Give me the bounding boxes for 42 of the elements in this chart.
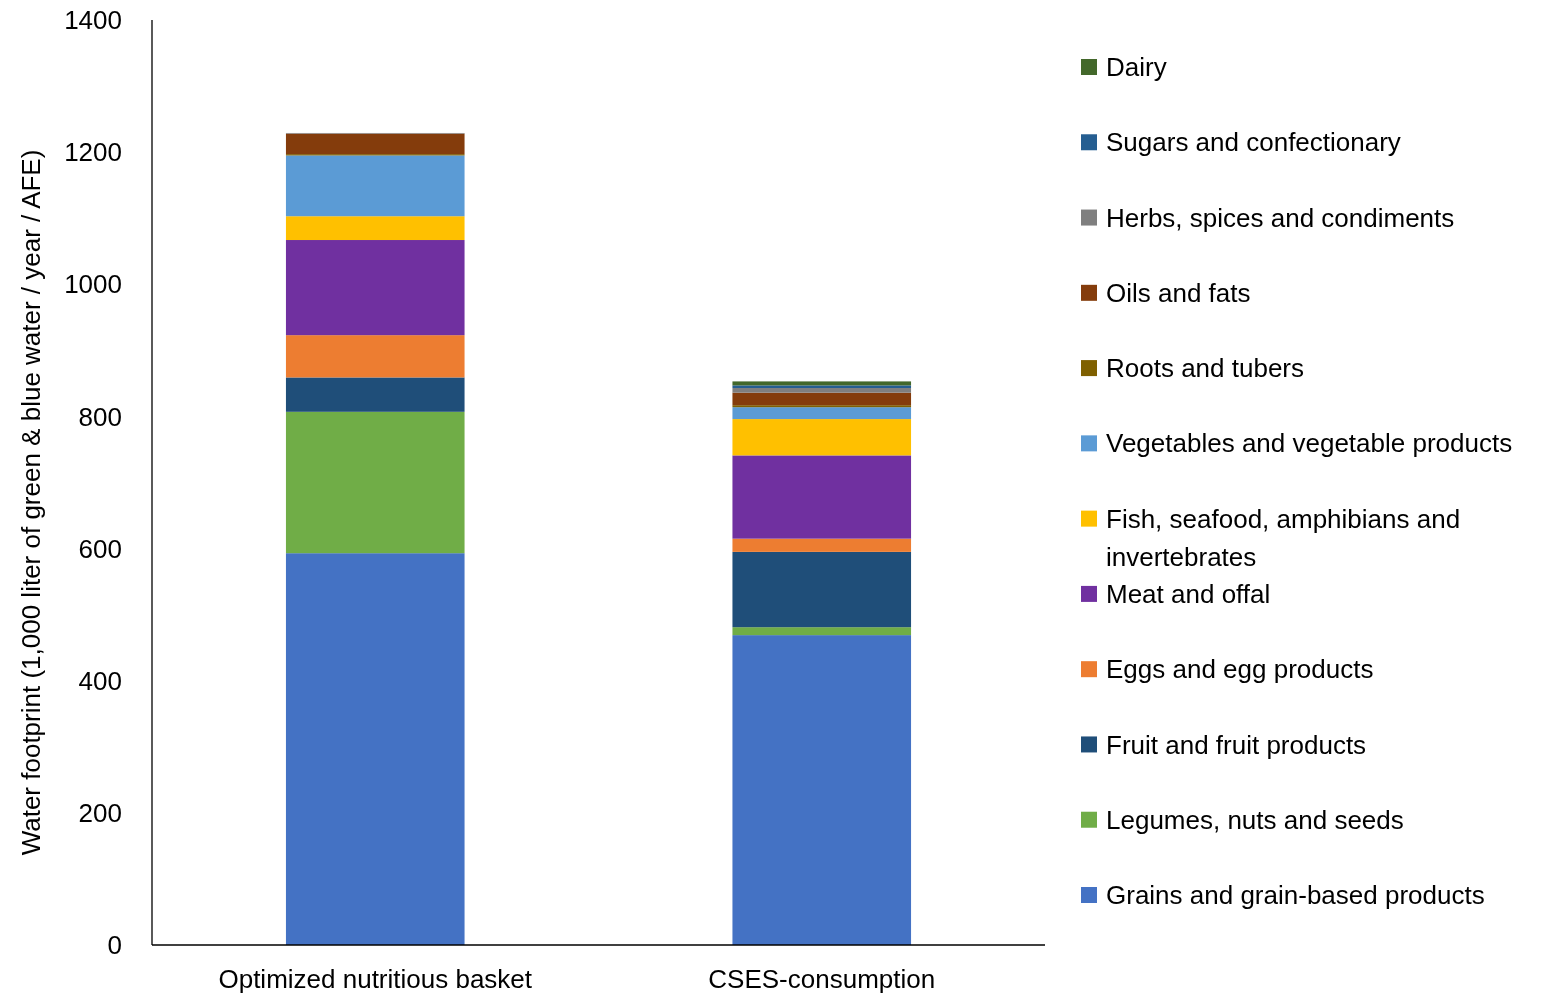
bar bbox=[732, 388, 912, 393]
legend-label: Roots and tubers bbox=[1106, 353, 1305, 384]
bar bbox=[285, 377, 465, 412]
bar bbox=[285, 335, 465, 378]
legend-label: Fish, seafood, amphibians and invertebrates bbox=[1106, 503, 1461, 572]
y-tick-label: 1400 bbox=[64, 5, 122, 36]
bar bbox=[732, 538, 912, 552]
y-tick-label: 1200 bbox=[64, 137, 122, 168]
legend-label: Herbs, spices and condiments bbox=[1106, 202, 1455, 233]
y-tick-label: 800 bbox=[78, 401, 122, 432]
legend-label: Legumes, nuts and seeds bbox=[1106, 804, 1404, 835]
legend-label: Dairy bbox=[1106, 52, 1167, 83]
bar bbox=[732, 392, 912, 406]
bar bbox=[285, 133, 465, 155]
bar bbox=[285, 553, 465, 945]
bar bbox=[732, 627, 912, 636]
y-tick-label: 1000 bbox=[64, 269, 122, 300]
legend-label: Oils and fats bbox=[1106, 277, 1251, 308]
bar bbox=[732, 455, 912, 539]
legend-label: Eggs and egg products bbox=[1106, 654, 1374, 685]
legend-label: Fruit and fruit products bbox=[1106, 729, 1367, 760]
y-tick-label: 0 bbox=[107, 930, 122, 961]
bar bbox=[285, 216, 465, 241]
bar bbox=[285, 411, 465, 554]
bar bbox=[732, 407, 912, 420]
bar bbox=[732, 551, 912, 628]
bar bbox=[285, 155, 465, 217]
bar bbox=[732, 419, 912, 456]
x-tick-label: CSES-consumption bbox=[708, 964, 936, 994]
legend-label: Meat and offal bbox=[1106, 579, 1271, 610]
y-tick-label: 400 bbox=[78, 665, 122, 696]
bar bbox=[285, 240, 465, 336]
y-axis-title: Water footprint (1,000 liter of green & blue water / year / AFE) bbox=[16, 149, 46, 856]
x-tick-label: Optimized nutritious basket bbox=[218, 964, 533, 994]
legend-label: Vegetables and vegetable products bbox=[1106, 428, 1513, 459]
y-tick-label: 200 bbox=[78, 797, 122, 828]
bar bbox=[732, 381, 912, 386]
bar bbox=[732, 385, 912, 389]
legend-label: Grains and grain-based products bbox=[1106, 880, 1485, 911]
y-tick-label: 600 bbox=[78, 533, 122, 564]
legend-label: Sugars and confectionary bbox=[1106, 127, 1401, 158]
bar bbox=[732, 635, 912, 945]
